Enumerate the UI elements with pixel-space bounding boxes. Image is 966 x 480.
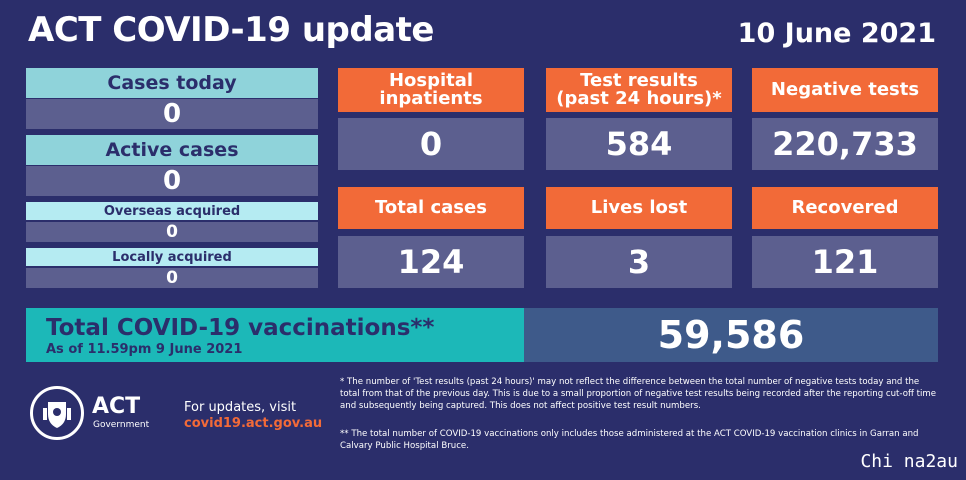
hospital-inpatients-value: 0	[338, 118, 524, 170]
locally-acquired-value: 0	[26, 268, 318, 288]
update-date: 10 June 2021	[737, 18, 936, 49]
total-cases-label: Total cases	[338, 187, 524, 229]
hospital-inpatients-label: Hospital inpatients	[338, 68, 524, 112]
act-crest-icon	[30, 386, 84, 440]
active-cases-value: 0	[26, 166, 318, 196]
vaccinations-value: 59,586	[524, 308, 938, 362]
vaccinations-title: Total COVID-19 vaccinations**	[46, 315, 435, 341]
overseas-acquired-label: Overseas acquired	[26, 202, 318, 220]
vaccinations-panel: Total COVID-19 vaccinations** As of 11.5…	[26, 308, 524, 362]
test-results-label-line1: Test results	[580, 70, 698, 91]
logo-subtext: Government	[93, 420, 150, 430]
footnote-test-results: * The number of 'Test results (past 24 h…	[340, 377, 937, 411]
negative-tests-value: 220,733	[752, 118, 938, 170]
updates-link[interactable]: covid19.act.gov.au	[184, 416, 323, 431]
logo-text: ACT	[92, 394, 141, 419]
vaccinations-subtitle: As of 11.59pm 9 June 2021	[46, 342, 243, 357]
watermark: Chi na2au	[860, 451, 958, 472]
footnote-vaccinations: ** The total number of COVID-19 vaccinat…	[340, 429, 919, 451]
total-cases-value: 124	[338, 236, 524, 288]
hospital-inpatients-label-line2: inpatients	[379, 88, 483, 109]
page-title: ACT COVID-19 update	[28, 10, 434, 50]
test-results-value: 584	[546, 118, 732, 170]
recovered-value: 121	[752, 236, 938, 288]
active-cases-label: Active cases	[26, 135, 318, 165]
lives-lost-value: 3	[546, 236, 732, 288]
lives-lost-label: Lives lost	[546, 187, 732, 229]
test-results-label-line2: (past 24 hours)*	[556, 88, 722, 109]
cases-today-label: Cases today	[26, 68, 318, 98]
negative-tests-label: Negative tests	[752, 68, 938, 112]
locally-acquired-label: Locally acquired	[26, 248, 318, 266]
updates-text: For updates, visit	[184, 400, 297, 415]
test-results-label: Test results (past 24 hours)*	[546, 68, 732, 112]
hospital-inpatients-label-line1: Hospital	[388, 70, 474, 91]
recovered-label: Recovered	[752, 187, 938, 229]
overseas-acquired-value: 0	[26, 222, 318, 242]
cases-today-value: 0	[26, 99, 318, 129]
